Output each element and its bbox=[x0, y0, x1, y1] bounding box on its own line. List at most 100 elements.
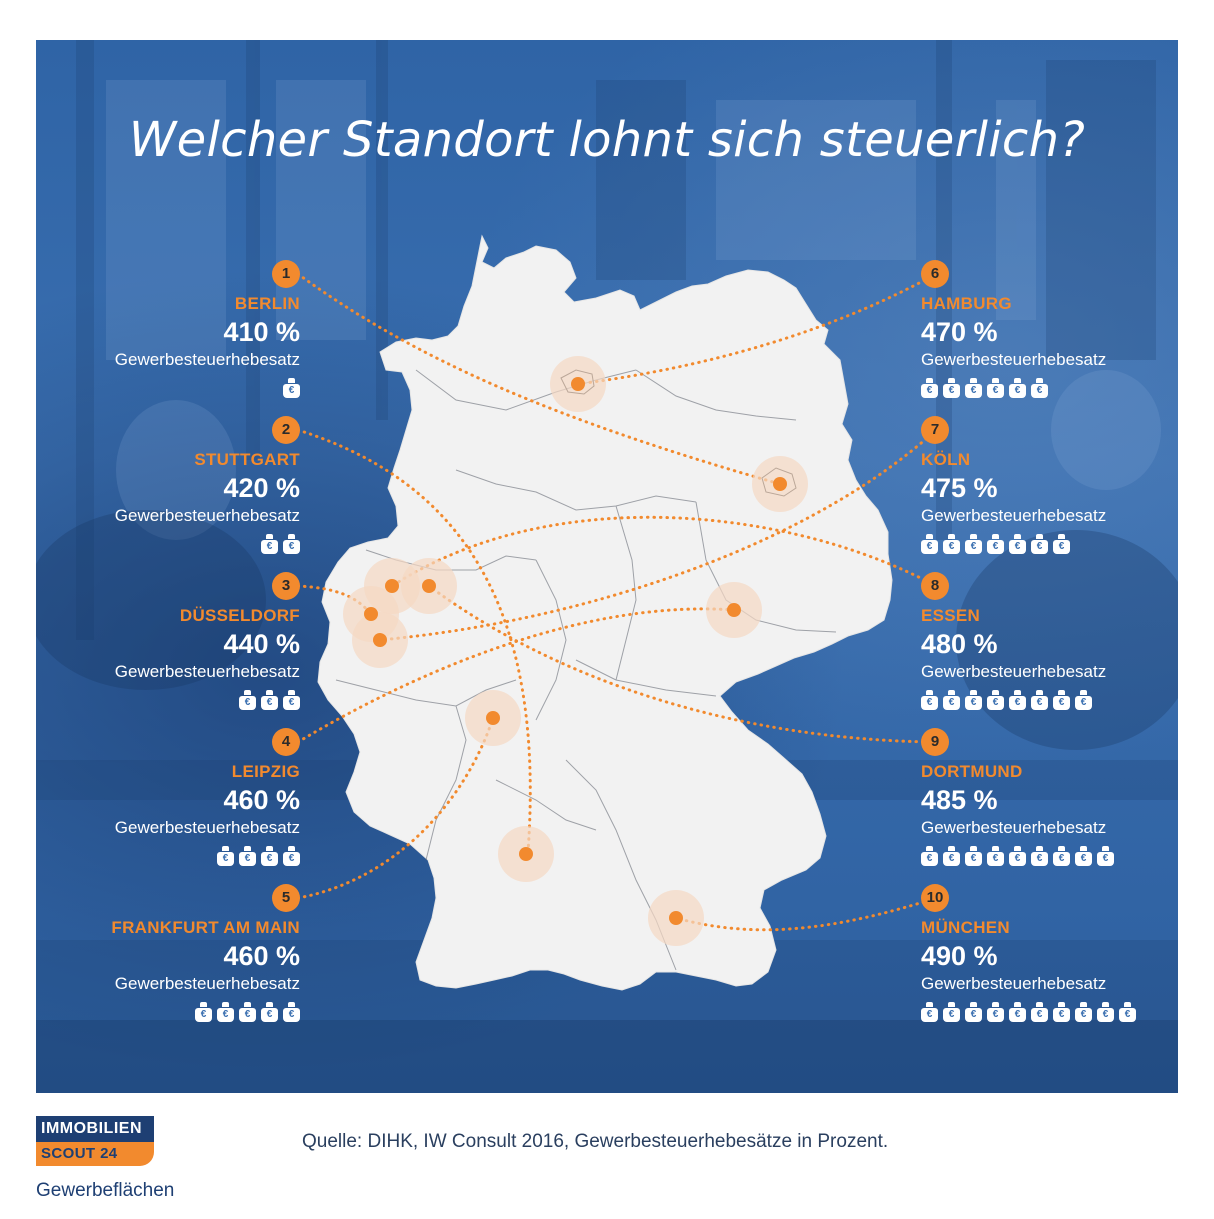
money-bag-icon: € bbox=[261, 1002, 278, 1022]
money-bag-icon: € bbox=[943, 534, 960, 554]
germany-outline bbox=[317, 234, 893, 991]
money-bag-icon: € bbox=[283, 1002, 300, 1022]
money-bag-icon: € bbox=[987, 690, 1004, 710]
city-rate: 460 % bbox=[223, 941, 300, 971]
money-bag-icon: € bbox=[239, 690, 256, 710]
city-markers bbox=[343, 356, 808, 946]
money-bag-row: € bbox=[36, 378, 300, 400]
money-bag-icon: € bbox=[921, 534, 938, 554]
money-bag-icon: € bbox=[283, 534, 300, 554]
money-bag-icon: € bbox=[283, 690, 300, 710]
money-bag-icon: € bbox=[195, 1002, 212, 1022]
money-bag-icon: € bbox=[1009, 690, 1026, 710]
city-name: LEIPZIG bbox=[231, 762, 300, 781]
money-bag-row: € € € € € € € € € € bbox=[921, 1002, 1178, 1024]
money-bag-icon: € bbox=[943, 690, 960, 710]
money-bag-icon: € bbox=[1075, 1002, 1092, 1022]
money-bag-icon: € bbox=[921, 690, 938, 710]
rate-label: Gewerbesteuerhebesatz bbox=[921, 974, 1107, 993]
source-note: Quelle: DIHK, IW Consult 2016, Gewerbest… bbox=[302, 1131, 889, 1152]
rate-label: Gewerbesteuerhebesatz bbox=[114, 974, 300, 993]
money-bag-icon: € bbox=[1009, 846, 1026, 866]
money-bag-icon: € bbox=[921, 846, 938, 866]
money-bag-icon: € bbox=[965, 534, 982, 554]
city-name: FRANKFURT AM MAIN bbox=[111, 918, 300, 937]
money-bag-icon: € bbox=[921, 1002, 938, 1022]
city-rate: 410 % bbox=[223, 317, 300, 347]
logo-line-2: SCOUT 24 bbox=[36, 1142, 154, 1166]
money-bag-icon: € bbox=[1031, 1002, 1048, 1022]
rank-badge: 5 bbox=[272, 884, 300, 912]
money-bag-icon: € bbox=[965, 1002, 982, 1022]
money-bag-row: € € € € € € € € € bbox=[921, 846, 1178, 868]
money-bag-row: € € € € € € € bbox=[921, 534, 1178, 556]
marker-hamburg bbox=[571, 377, 585, 391]
rank-badge: 2 bbox=[272, 416, 300, 444]
rank-badge: 8 bbox=[921, 572, 949, 600]
money-bag-row: € € € € € € € € bbox=[921, 690, 1178, 712]
city-rate: 470 % bbox=[921, 317, 998, 347]
money-bag-icon: € bbox=[987, 378, 1004, 398]
city-block-muenchen: 10 MÜNCHEN 490 % Gewerbesteuerhebesatz €… bbox=[921, 884, 1178, 1024]
city-rate: 420 % bbox=[223, 473, 300, 503]
money-bag-icon: € bbox=[1053, 534, 1070, 554]
city-name: DÜSSELDORF bbox=[179, 606, 300, 625]
marker-leipzig bbox=[727, 603, 741, 617]
money-bag-icon: € bbox=[261, 846, 278, 866]
money-bag-icon: € bbox=[1097, 1002, 1114, 1022]
marker-dortmund bbox=[422, 579, 436, 593]
page-title: Welcher Standort lohnt sich steuerlich? bbox=[128, 112, 1086, 168]
money-bag-icon: € bbox=[239, 846, 256, 866]
rate-label: Gewerbesteuerhebesatz bbox=[921, 350, 1107, 369]
immobilienscout24-logo[interactable]: IMMOBILIEN SCOUT 24 bbox=[36, 1116, 154, 1166]
rate-label: Gewerbesteuerhebesatz bbox=[114, 350, 300, 369]
money-bag-icon: € bbox=[1053, 1002, 1070, 1022]
city-rate: 440 % bbox=[223, 629, 300, 659]
city-name: STUTTGART bbox=[194, 450, 300, 469]
money-bag-icon: € bbox=[987, 846, 1004, 866]
connector-berlin bbox=[296, 272, 782, 486]
money-bag-icon: € bbox=[1097, 846, 1114, 866]
money-bag-row: € € bbox=[36, 534, 300, 556]
money-bag-icon: € bbox=[283, 378, 300, 398]
rate-label: Gewerbesteuerhebesatz bbox=[114, 662, 300, 681]
city-block-essen: 8 ESSEN 480 % Gewerbesteuerhebesatz € € € €… bbox=[921, 572, 1178, 712]
money-bag-icon: € bbox=[1009, 534, 1026, 554]
money-bag-icon: € bbox=[943, 846, 960, 866]
city-block-dortmund: 9 DORTMUND 485 % Gewerbesteuerhebesatz €… bbox=[921, 728, 1178, 868]
rank-badge: 4 bbox=[272, 728, 300, 756]
money-bag-icon: € bbox=[1053, 846, 1070, 866]
connector-duesseldorf bbox=[296, 584, 373, 616]
city-block-koeln: 7 KÖLN 475 % Gewerbesteuerhebesatz € € € € €… bbox=[921, 416, 1178, 556]
connector-koeln bbox=[378, 428, 938, 642]
money-bag-icon: € bbox=[1075, 690, 1092, 710]
money-bag-icon: € bbox=[943, 1002, 960, 1022]
city-name: ESSEN bbox=[921, 606, 981, 625]
money-bag-icon: € bbox=[239, 1002, 256, 1022]
money-bag-row: € € € € bbox=[36, 846, 300, 868]
marker-koeln bbox=[373, 633, 387, 647]
city-block-hamburg: 6 HAMBURG 470 % Gewerbesteuerhebesatz € €… bbox=[921, 260, 1178, 400]
city-rate: 480 % bbox=[921, 629, 998, 659]
germany-map bbox=[296, 234, 938, 991]
marker-stuttgart bbox=[519, 847, 533, 861]
money-bag-icon: € bbox=[283, 846, 300, 866]
money-bag-icon: € bbox=[1075, 846, 1092, 866]
rate-label: Gewerbesteuerhebesatz bbox=[921, 506, 1107, 525]
money-bag-icon: € bbox=[987, 1002, 1004, 1022]
rank-badge: 3 bbox=[272, 572, 300, 600]
marker-berlin bbox=[773, 477, 787, 491]
money-bag-icon: € bbox=[261, 690, 278, 710]
rank-badge: 10 bbox=[921, 884, 949, 912]
money-bag-icon: € bbox=[943, 378, 960, 398]
money-bag-icon: € bbox=[965, 690, 982, 710]
money-bag-icon: € bbox=[921, 378, 938, 398]
connector-hamburg bbox=[576, 272, 938, 386]
rank-badge: 7 bbox=[921, 416, 949, 444]
city-name: MÜNCHEN bbox=[921, 918, 1010, 937]
money-bag-row: € € € € € € bbox=[921, 378, 1178, 400]
infographic-panel: Welcher Standort lohnt sich steuerlich? bbox=[36, 40, 1178, 1093]
city-block-frankfurt: 5 FRANKFURT AM MAIN 460 % Gewerbesteuerh… bbox=[36, 884, 300, 1024]
money-bag-icon: € bbox=[1053, 690, 1070, 710]
rate-label: Gewerbesteuerhebesatz bbox=[114, 818, 300, 837]
